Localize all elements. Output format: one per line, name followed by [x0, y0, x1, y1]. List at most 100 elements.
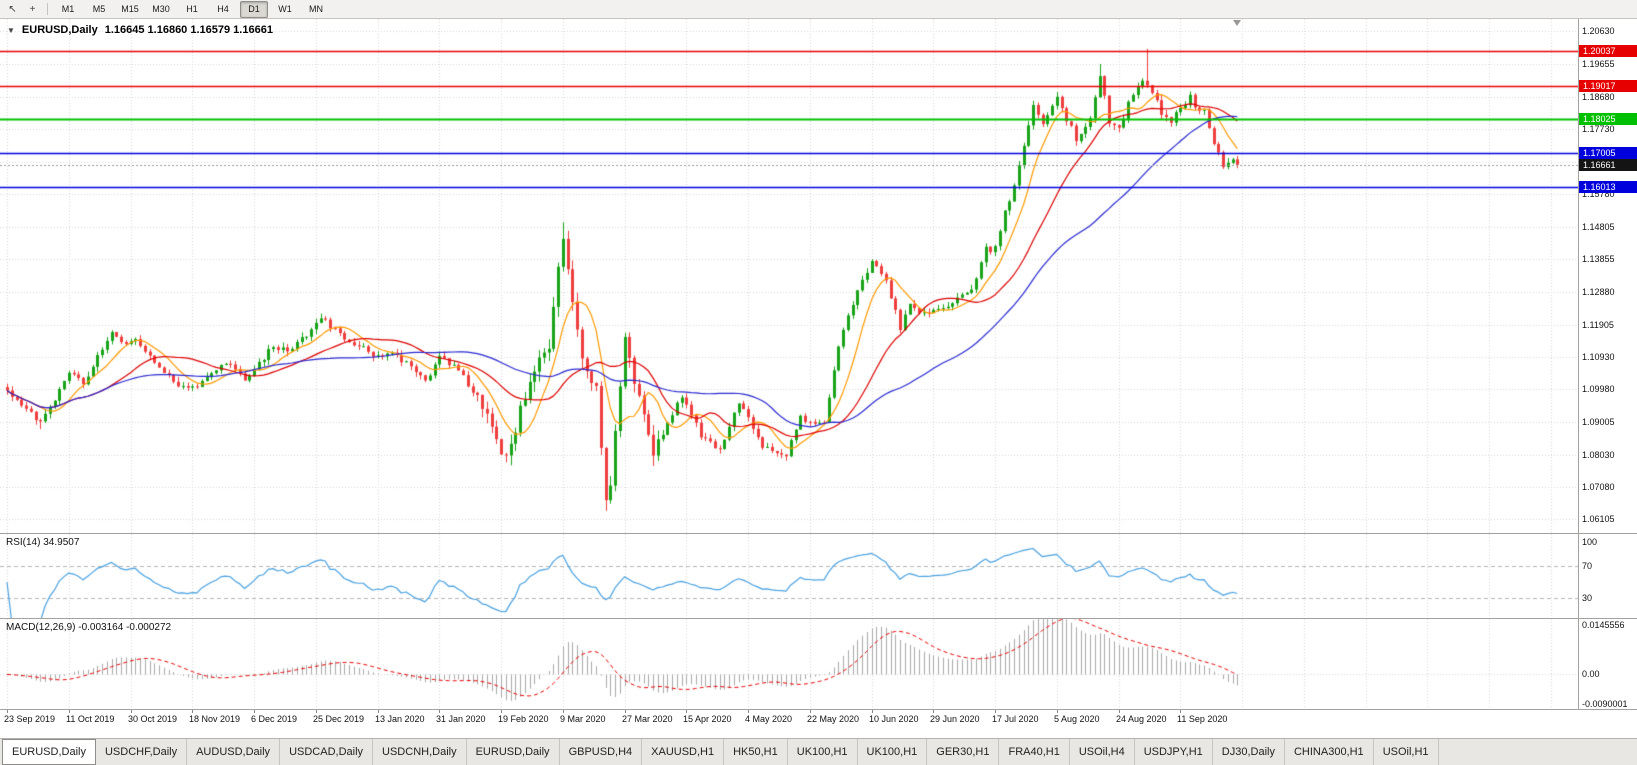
rsi-axis-label: 70	[1582, 561, 1593, 571]
chart-tab-hk50-h1[interactable]: HK50,H1	[724, 739, 788, 765]
price-line-badge: 1.17005	[1579, 147, 1637, 160]
date-axis-tick	[872, 710, 873, 713]
chart-shift-marker[interactable]	[1233, 20, 1241, 26]
date-axis-label: 6 Dec 2019	[251, 714, 298, 724]
timeframe-button-m1[interactable]: M1	[61, 4, 75, 14]
rsi-indicator-label: RSI(14) 34.9507	[6, 537, 80, 548]
timeframe-button-m5[interactable]: M5	[92, 4, 106, 14]
chart-tab-usdjpy-h1[interactable]: USDJPY,H1	[1135, 739, 1213, 765]
date-axis-label: 22 May 2020	[807, 714, 860, 724]
timeframe-button-mn[interactable]: MN	[309, 4, 323, 14]
chart-tab-bar: EURUSD,Daily USDCHF,Daily AUDUSD,Daily USDC…	[0, 738, 1637, 765]
date-axis-tick	[7, 710, 8, 713]
chart-tab-audusd-daily[interactable]: AUDUSD,Daily	[187, 739, 281, 765]
chart-tab-usoil-h1[interactable]: USOil,H1	[1374, 739, 1439, 765]
price-axis-label: 1.13855	[1582, 254, 1615, 265]
date-axis-tick	[748, 710, 749, 713]
date-axis-tick	[501, 710, 502, 713]
date-axis-label: 31 Jan 2020	[436, 714, 486, 724]
chart-tab-uk100-h1[interactable]: UK100,H1	[788, 739, 858, 765]
price-axis-label: 1.11905	[1582, 319, 1614, 330]
date-axis-tick	[563, 710, 564, 713]
date-axis-tick	[995, 710, 996, 713]
chart-tab-ger30-h1[interactable]: GER30,H1	[927, 739, 1000, 765]
timeframe-button-h4[interactable]: H4	[217, 4, 229, 14]
chart-tab-gbpusd-h4[interactable]: GBPUSD,H4	[560, 739, 643, 765]
chart-symbol-label: EURUSD,Daily	[21, 24, 98, 36]
date-axis-label: 27 Mar 2020	[622, 714, 673, 724]
cursor-icon[interactable]: ↖	[8, 3, 17, 15]
macd-axis-label: -0.0090001	[1582, 699, 1628, 709]
chart-tab-uk100-h1[interactable]: UK100,H1	[858, 739, 928, 765]
timeframe-button-w1[interactable]: W1	[278, 4, 292, 14]
price-line-badge: 1.19017	[1579, 79, 1637, 92]
price-axis-label: 1.08030	[1582, 449, 1615, 460]
chart-tab-dj30-daily[interactable]: DJ30,Daily	[1213, 739, 1285, 765]
price-line-badge: 1.18025	[1579, 112, 1637, 125]
rsi-axis-label: 30	[1582, 593, 1593, 603]
date-axis-label: 4 May 2020	[745, 714, 793, 724]
timeframe-button-m15[interactable]: M15	[121, 4, 139, 14]
chart-tab-eurusd-daily[interactable]: EURUSD,Daily	[467, 739, 560, 765]
date-axis-tick	[439, 710, 440, 713]
chart-tab-xauusd-h1[interactable]: XAUUSD,H1	[642, 739, 725, 765]
date-axis-label: 10 Jun 2020	[869, 714, 919, 724]
date-axis-label: 5 Aug 2020	[1054, 714, 1100, 724]
date-axis-label: 29 Jun 2020	[930, 714, 980, 724]
panel-separator-macd-dates	[0, 709, 1637, 710]
chart-tab-usdchf-daily[interactable]: USDCHF,Daily	[96, 739, 188, 765]
timeframe-toolbar: ↖ + M1 M5 M15 M30 H1 H4 D1 W1 MN	[0, 0, 1637, 19]
price-axis-border	[1578, 19, 1579, 710]
price-axis-label: 1.14805	[1582, 222, 1615, 233]
date-axis-label: 13 Jan 2020	[375, 714, 425, 724]
one-click-trading-arrow-icon[interactable]: ▼	[7, 25, 15, 35]
panel-separator-rsi-macd[interactable]	[0, 618, 1637, 619]
price-axis-label: 1.09005	[1582, 416, 1615, 427]
date-axis-tick	[192, 710, 193, 713]
rsi-axis-label: 100	[1582, 537, 1598, 547]
price-axis-label: 1.09980	[1582, 384, 1615, 395]
chart-tab-usdcad-daily[interactable]: USDCAD,Daily	[280, 739, 374, 765]
date-axis-label: 23 Sep 2019	[4, 714, 56, 724]
rsi-panel-canvas[interactable]	[0, 534, 1578, 618]
price-line-badge: 1.20037	[1579, 45, 1637, 58]
date-axis-tick	[316, 710, 317, 713]
toolbar-separator	[47, 3, 48, 15]
main-chart-canvas[interactable]	[0, 19, 1578, 533]
date-axis-tick	[378, 710, 379, 713]
date-axis-label: 15 Apr 2020	[683, 714, 732, 724]
date-axis-tick	[131, 710, 132, 713]
macd-panel-canvas[interactable]	[0, 619, 1578, 709]
date-axis-tick	[1057, 710, 1058, 713]
price-axis-label: 1.18680	[1582, 91, 1615, 102]
chart-tab-usoil-h4[interactable]: USOil,H4	[1070, 739, 1135, 765]
date-axis-label: 11 Sep 2020	[1177, 714, 1228, 724]
timeframe-button-d1[interactable]: D1	[240, 0, 268, 18]
price-axis-label: 1.12880	[1582, 286, 1615, 297]
price-axis-label: 1.20630	[1582, 26, 1615, 37]
price-axis-label: 1.19655	[1582, 59, 1615, 70]
macd-indicator-label: MACD(12,26,9) -0.003164 -0.000272	[6, 622, 172, 633]
date-axis-tick	[933, 710, 934, 713]
chart-tab-usdcnh-daily[interactable]: USDCNH,Daily	[373, 739, 467, 765]
chart-title: ▼ EURUSD,Daily 1.16645 1.16860 1.16579 1…	[7, 24, 273, 36]
date-axis[interactable]	[0, 710, 1637, 738]
macd-axis-label: 0.0145556	[1582, 620, 1625, 630]
date-axis-label: 18 Nov 2019	[189, 714, 241, 724]
date-axis-label: 17 Jul 2020	[992, 714, 1039, 724]
date-axis-label: 25 Dec 2019	[313, 714, 365, 724]
date-axis-tick	[810, 710, 811, 713]
chart-tab-china300-h1[interactable]: CHINA300,H1	[1285, 739, 1374, 765]
crosshair-icon[interactable]: +	[29, 3, 36, 15]
price-axis-label: 1.15780	[1582, 189, 1615, 200]
chart-tab-fra40-h1[interactable]: FRA40,H1	[999, 739, 1070, 765]
timeframe-button-h1[interactable]: H1	[186, 4, 198, 14]
current-price-badge: 1.16661	[1579, 158, 1637, 171]
price-axis-label: 1.07080	[1582, 481, 1615, 492]
timeframe-button-m30[interactable]: M30	[152, 4, 170, 14]
panel-separator-main-rsi[interactable]	[0, 533, 1637, 534]
date-axis-label: 9 Mar 2020	[560, 714, 606, 724]
date-axis-label: 19 Feb 2020	[498, 714, 549, 724]
chart-tab-eurusd-daily[interactable]: EURUSD,Daily	[2, 739, 96, 765]
price-axis-label: 1.10930	[1582, 352, 1615, 363]
